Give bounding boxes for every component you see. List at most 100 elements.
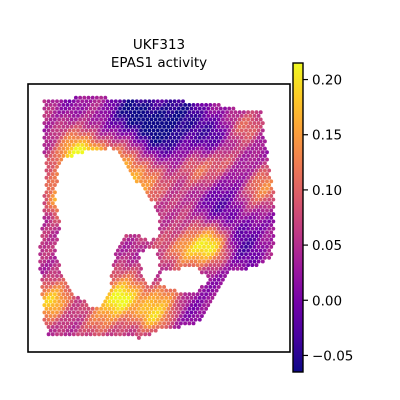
spot <box>199 292 204 297</box>
spot <box>149 102 154 107</box>
spot <box>216 277 221 282</box>
spot <box>254 168 259 173</box>
spot <box>250 234 255 238</box>
spot <box>260 201 265 206</box>
spot <box>136 321 141 326</box>
spot <box>218 259 223 264</box>
spot <box>210 208 215 213</box>
spot <box>214 266 219 271</box>
spot <box>109 332 114 337</box>
spot <box>94 95 99 100</box>
spot <box>130 252 135 257</box>
spot <box>111 270 116 275</box>
spot <box>168 266 173 271</box>
spot <box>80 303 85 308</box>
spot <box>265 244 269 249</box>
spot <box>237 110 242 115</box>
spot <box>244 157 248 162</box>
spot <box>187 255 192 260</box>
spot <box>206 186 211 191</box>
spot <box>147 317 152 322</box>
spot <box>185 259 190 264</box>
spot <box>42 266 47 271</box>
spot <box>176 215 181 220</box>
spot <box>99 314 104 318</box>
spot <box>55 179 59 184</box>
spot <box>42 288 47 293</box>
spot <box>178 299 183 304</box>
spot <box>65 284 70 289</box>
spot <box>244 252 248 257</box>
spot <box>193 121 198 126</box>
spot <box>246 110 251 115</box>
spot <box>101 135 106 140</box>
colorbar-tick-label: 0.20 <box>312 73 342 89</box>
spot <box>239 259 244 264</box>
spot <box>252 172 257 177</box>
spot <box>61 139 66 144</box>
spot <box>216 263 221 268</box>
spot <box>231 157 236 162</box>
spot <box>155 172 160 177</box>
spot <box>46 295 51 300</box>
spot <box>237 190 242 195</box>
spot <box>172 201 177 206</box>
spot <box>172 150 177 155</box>
spot <box>178 102 183 107</box>
spot <box>231 143 236 147</box>
spot <box>50 113 55 118</box>
spot <box>139 274 143 278</box>
spot <box>166 314 171 318</box>
spot <box>164 186 169 191</box>
spot <box>157 117 162 122</box>
spot <box>160 179 164 184</box>
spot <box>50 143 55 147</box>
spot <box>191 139 196 144</box>
spot <box>124 328 129 333</box>
spot <box>168 186 173 191</box>
spot <box>258 161 263 166</box>
spot <box>223 135 227 140</box>
spot <box>208 132 213 136</box>
spot <box>204 110 209 115</box>
spot <box>84 303 89 308</box>
spot <box>149 299 154 304</box>
spot <box>118 310 122 315</box>
spot <box>220 248 225 253</box>
spot <box>206 252 211 257</box>
spot <box>90 132 95 136</box>
spot <box>145 190 150 195</box>
spot <box>90 328 95 333</box>
spot <box>42 99 47 104</box>
spot <box>143 143 148 147</box>
spot <box>113 317 118 322</box>
spot <box>265 164 269 169</box>
spot <box>237 212 242 217</box>
spot <box>197 317 202 322</box>
spot <box>181 303 185 308</box>
spot <box>63 317 68 322</box>
spot <box>260 193 265 198</box>
spot <box>78 102 83 107</box>
spot <box>246 183 251 187</box>
spot <box>244 208 248 213</box>
spot <box>204 146 209 151</box>
spot <box>143 157 148 162</box>
colorbar <box>292 62 304 373</box>
spot <box>113 281 118 286</box>
spot <box>174 139 179 144</box>
spot <box>172 215 177 220</box>
spot <box>172 325 177 329</box>
spot <box>38 252 43 257</box>
spot <box>155 274 160 278</box>
spot <box>212 190 217 195</box>
spot <box>97 143 101 147</box>
spot <box>59 135 64 140</box>
spot <box>237 183 242 187</box>
spot <box>218 215 223 220</box>
spot <box>174 234 179 238</box>
spot <box>197 106 202 111</box>
spot <box>185 186 190 191</box>
spot <box>55 295 59 300</box>
spot <box>149 161 154 166</box>
